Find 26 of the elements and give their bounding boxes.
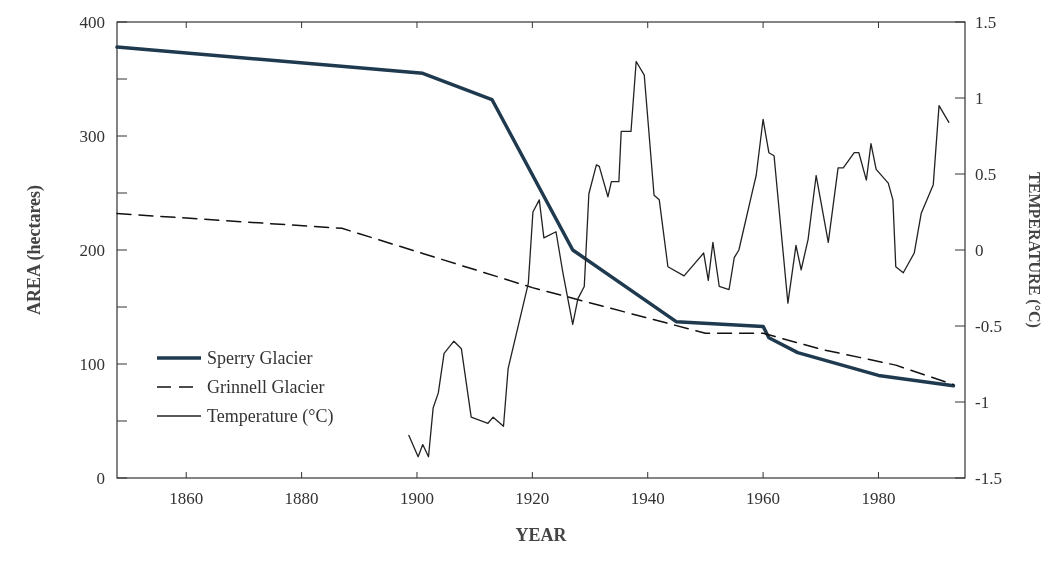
- x-tick-label: 1900: [399, 489, 434, 508]
- x-tick-label: 1960: [746, 489, 781, 508]
- y2-tick-label: -1: [975, 393, 990, 412]
- y2-tick-label: 1: [975, 89, 984, 108]
- y2-axis-title: TEMPERATURE (°C): [1025, 172, 1043, 328]
- y-tick-label: 200: [79, 241, 105, 260]
- legend-label: Grinnell Glacier: [207, 377, 325, 397]
- y2-tick-label: -1.5: [975, 469, 1002, 488]
- y-tick-label: 300: [79, 127, 105, 146]
- y2-tick-label: -0.5: [975, 317, 1002, 336]
- y2-tick-label: 0: [975, 241, 984, 260]
- x-tick-label: 1980: [861, 489, 896, 508]
- line-series: [408, 60, 950, 458]
- x-axis-title: YEAR: [515, 525, 568, 545]
- y-axis-title: AREA (hectares): [24, 184, 45, 316]
- y-tick-label: 100: [79, 355, 105, 374]
- x-tick-label: 1880: [284, 489, 319, 508]
- y-tick-label: 0: [96, 469, 105, 488]
- legend-label: Sperry Glacier: [207, 348, 313, 368]
- y2-tick-label: 1.5: [975, 13, 997, 32]
- x-tick-label: 1860: [169, 489, 204, 508]
- y-tick-label: 400: [79, 13, 105, 32]
- x-tick-label: 1920: [515, 489, 550, 508]
- legend-label: Temperature (°C): [207, 406, 334, 427]
- y2-tick-label: 0.5: [975, 165, 997, 184]
- x-tick-label: 1940: [630, 489, 665, 508]
